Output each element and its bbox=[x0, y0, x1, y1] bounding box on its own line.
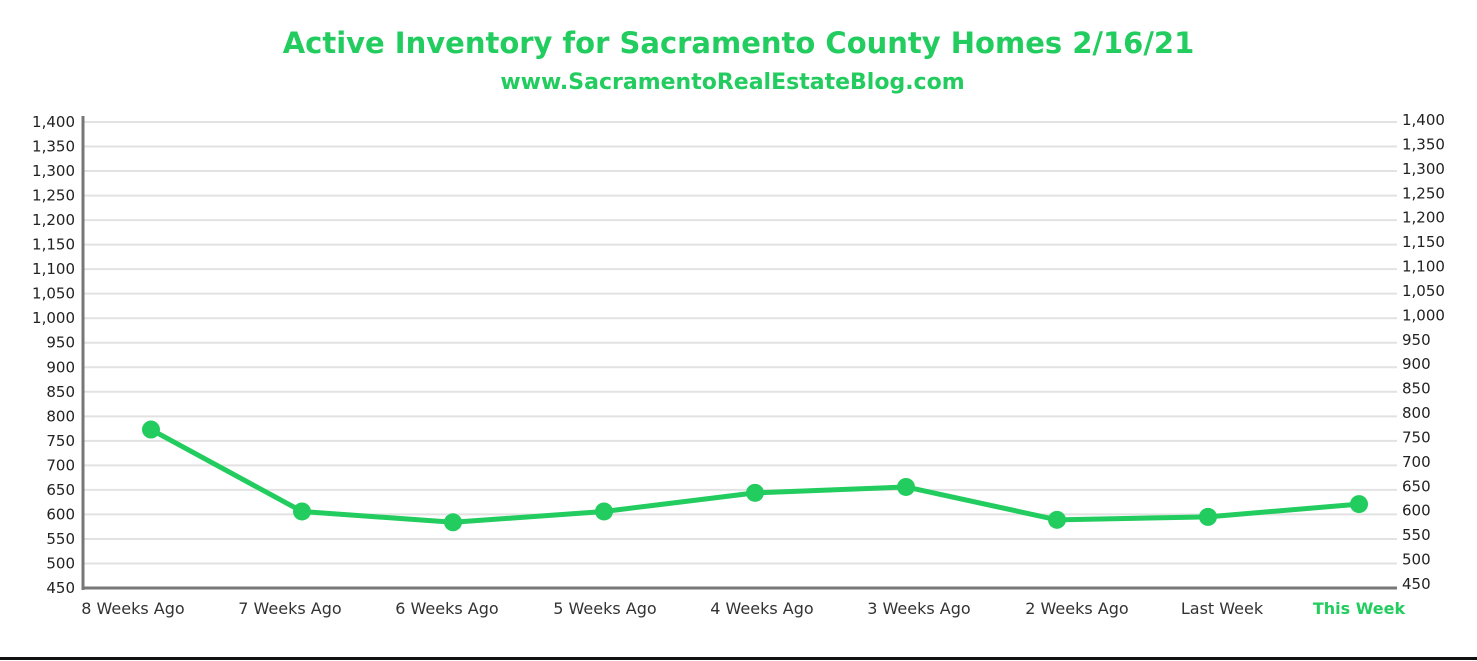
x-tick-label: 2 Weeks Ago bbox=[1025, 599, 1128, 618]
y-tick-label-right: 650 bbox=[1402, 477, 1431, 495]
series-layer bbox=[142, 420, 1368, 532]
y-tick-label-left: 1,300 bbox=[32, 162, 75, 180]
y-tick-label-right: 850 bbox=[1402, 380, 1431, 398]
y-tick-label-left: 500 bbox=[46, 554, 75, 572]
x-tick-label: 4 Weeks Ago bbox=[710, 599, 813, 618]
data-point bbox=[1350, 495, 1368, 514]
chart-subtitle: www.SacramentoRealEstateBlog.com bbox=[500, 70, 965, 95]
data-point bbox=[444, 513, 462, 532]
y-tick-label-right: 900 bbox=[1402, 355, 1431, 373]
y-tick-label-left: 1,050 bbox=[32, 285, 75, 303]
y-tick-label-left: 1,100 bbox=[32, 260, 75, 278]
data-point bbox=[746, 483, 764, 502]
x-tick-label: Last Week bbox=[1181, 599, 1264, 618]
y-tick-label-left: 850 bbox=[46, 383, 75, 401]
data-point bbox=[595, 502, 613, 521]
series-line bbox=[148, 427, 1362, 525]
chart-title: Active Inventory for Sacramento County H… bbox=[282, 26, 1195, 60]
y-tick-label-left: 1,350 bbox=[32, 138, 75, 156]
data-point bbox=[1199, 507, 1217, 526]
y-tick-label-left: 1,250 bbox=[32, 187, 75, 205]
y-tick-label-right: 1,300 bbox=[1402, 160, 1445, 178]
y-tick-label-right: 1,000 bbox=[1402, 306, 1445, 324]
y-tick-label-left: 700 bbox=[46, 456, 75, 474]
y-tick-label-left: 550 bbox=[46, 530, 75, 548]
data-point bbox=[293, 502, 311, 521]
y-tick-label-left: 650 bbox=[46, 481, 75, 499]
y-tick-label-right: 1,100 bbox=[1402, 258, 1445, 276]
y-tick-label-left: 750 bbox=[46, 432, 75, 450]
y-tick-label-left: 800 bbox=[46, 407, 75, 425]
x-tick-label: 5 Weeks Ago bbox=[553, 599, 656, 618]
y-tick-label-right: 750 bbox=[1402, 428, 1431, 446]
y-tick-label-right: 1,050 bbox=[1402, 282, 1445, 300]
y-tick-label-left: 1,150 bbox=[32, 236, 75, 254]
y-tick-label-right: 550 bbox=[1402, 526, 1431, 544]
y-tick-label-right: 800 bbox=[1402, 404, 1431, 422]
y-tick-label-left: 950 bbox=[46, 334, 75, 352]
y-axis-left: 450 500 550 600 650 700 750 800 850 900 950 1,000 1,… bbox=[32, 113, 85, 597]
y-tick-label-right: 600 bbox=[1402, 502, 1431, 520]
x-tick-label: 7 Weeks Ago bbox=[238, 599, 341, 618]
y-tick-label-left: 1,400 bbox=[32, 113, 75, 131]
data-point bbox=[1048, 510, 1066, 529]
y-tick-label-right: 1,150 bbox=[1402, 233, 1445, 251]
y-tick-label-right: 1,400 bbox=[1402, 111, 1445, 129]
y-tick-label-left: 900 bbox=[46, 358, 75, 376]
y-axis-right: 450 500 550 600 650 700 750 800 850 900 950 1,000 1,… bbox=[1402, 111, 1445, 593]
y-tick-label-right: 1,250 bbox=[1402, 184, 1445, 202]
y-tick-label-right: 700 bbox=[1402, 453, 1431, 471]
x-tick-label: 3 Weeks Ago bbox=[867, 599, 970, 618]
bottom-rule bbox=[0, 657, 1477, 660]
x-tick-label: 8 Weeks Ago bbox=[81, 599, 184, 618]
x-axis: 8 Weeks Ago 7 Weeks Ago 6 Weeks Ago 5 Weeks… bbox=[81, 586, 1406, 618]
y-tick-label-left: 450 bbox=[46, 579, 75, 597]
data-point bbox=[142, 420, 160, 439]
x-tick-label: This Week bbox=[1313, 599, 1406, 618]
data-point bbox=[897, 477, 915, 496]
y-tick-label-left: 1,200 bbox=[32, 211, 75, 229]
y-tick-label-right: 950 bbox=[1402, 331, 1431, 349]
gridlines bbox=[83, 121, 1397, 565]
x-tick-label: 6 Weeks Ago bbox=[395, 599, 498, 618]
y-tick-label-right: 1,350 bbox=[1402, 135, 1445, 153]
y-tick-label-right: 1,200 bbox=[1402, 209, 1445, 227]
y-tick-label-left: 600 bbox=[46, 505, 75, 523]
y-tick-label-right: 500 bbox=[1402, 551, 1431, 569]
y-tick-label-right: 450 bbox=[1402, 575, 1431, 593]
y-tick-label-left: 1,000 bbox=[32, 309, 75, 327]
